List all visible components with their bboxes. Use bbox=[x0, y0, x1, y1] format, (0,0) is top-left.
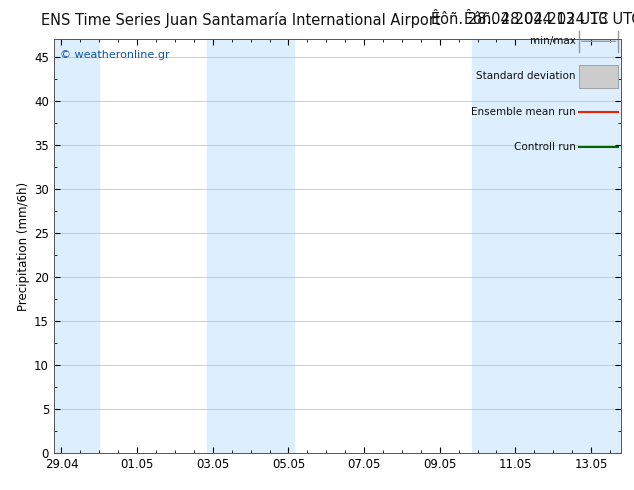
Text: © weatheronline.gr: © weatheronline.gr bbox=[60, 49, 169, 60]
Bar bbox=[207, 39, 294, 453]
Text: Êôñ. 28.04.2024 13 UTC: Êôñ. 28.04.2024 13 UTC bbox=[465, 12, 634, 27]
Bar bbox=[472, 39, 621, 453]
Text: Standard deviation: Standard deviation bbox=[476, 72, 576, 81]
Text: Êôñ. 28.04.2024 13 UTC: Êôñ. 28.04.2024 13 UTC bbox=[431, 12, 609, 27]
Text: Controll run: Controll run bbox=[514, 142, 576, 152]
Bar bbox=[54, 39, 100, 453]
FancyBboxPatch shape bbox=[579, 65, 619, 88]
Y-axis label: Precipitation (mm/6h): Precipitation (mm/6h) bbox=[17, 182, 30, 311]
Text: min/max: min/max bbox=[530, 36, 576, 46]
Text: Ensemble mean run: Ensemble mean run bbox=[471, 107, 576, 117]
Text: ENS Time Series Juan Santamaría International Airport: ENS Time Series Juan Santamaría Internat… bbox=[41, 12, 441, 28]
